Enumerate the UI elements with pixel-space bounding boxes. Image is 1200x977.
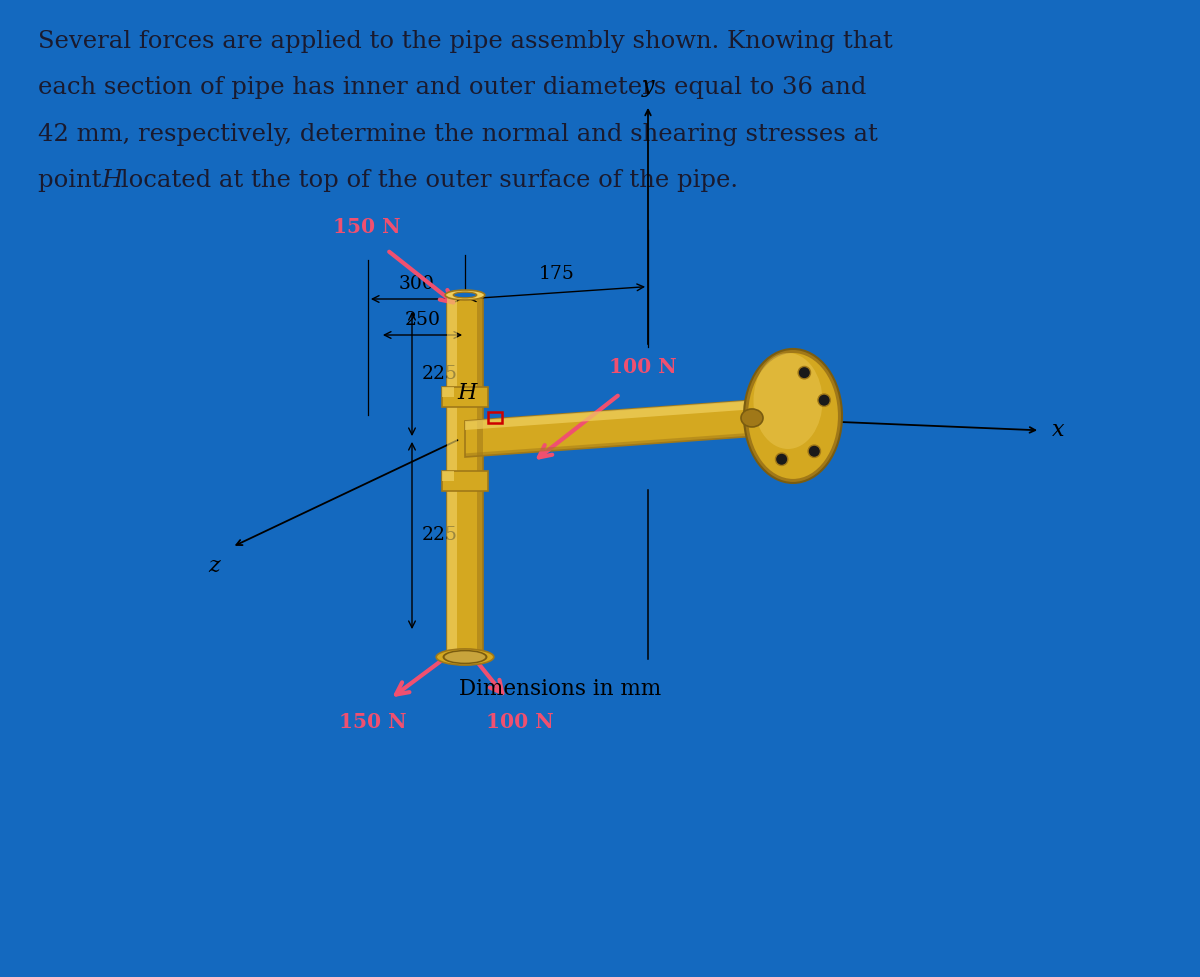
Text: 175: 175 — [539, 265, 575, 282]
Ellipse shape — [454, 292, 476, 298]
Ellipse shape — [444, 651, 487, 663]
Text: y: y — [642, 75, 654, 97]
Text: 225: 225 — [422, 527, 458, 544]
Circle shape — [798, 366, 810, 379]
Ellipse shape — [746, 352, 839, 480]
Ellipse shape — [754, 353, 822, 449]
Polygon shape — [476, 295, 482, 657]
Ellipse shape — [445, 290, 485, 300]
Text: 300: 300 — [398, 275, 434, 293]
Text: x: x — [1052, 419, 1064, 442]
Text: H: H — [457, 382, 476, 404]
Polygon shape — [466, 430, 785, 457]
Polygon shape — [442, 471, 454, 481]
Polygon shape — [448, 295, 457, 657]
Text: 150 N: 150 N — [334, 217, 401, 237]
Text: 150 N: 150 N — [340, 712, 407, 732]
Text: Dimensions in mm: Dimensions in mm — [458, 678, 661, 700]
Polygon shape — [466, 398, 785, 430]
Circle shape — [808, 446, 821, 457]
Polygon shape — [442, 387, 454, 397]
Text: Several forces are applied to the pipe assembly shown. Knowing that: Several forces are applied to the pipe a… — [38, 30, 893, 53]
Text: 42 mm, respectively, determine the normal and shearing stresses at: 42 mm, respectively, determine the norma… — [38, 123, 878, 146]
Text: z: z — [208, 555, 220, 577]
Ellipse shape — [742, 409, 763, 427]
Ellipse shape — [437, 649, 494, 665]
Ellipse shape — [744, 349, 842, 483]
Text: each section of pipe has inner and outer diameters equal to 36 and: each section of pipe has inner and outer… — [38, 76, 866, 100]
Circle shape — [818, 394, 830, 406]
Text: 100 N: 100 N — [610, 357, 677, 377]
Text: 250: 250 — [404, 311, 440, 329]
Polygon shape — [448, 295, 482, 657]
Polygon shape — [466, 398, 785, 457]
Ellipse shape — [445, 652, 485, 662]
Text: 225: 225 — [422, 365, 458, 383]
Text: H: H — [101, 169, 122, 192]
Polygon shape — [442, 471, 488, 491]
Text: point: point — [38, 169, 109, 192]
Polygon shape — [442, 387, 488, 407]
Text: 100 N: 100 N — [486, 712, 554, 732]
Text: located at the top of the outer surface of the pipe.: located at the top of the outer surface … — [113, 169, 738, 192]
Circle shape — [775, 453, 788, 465]
